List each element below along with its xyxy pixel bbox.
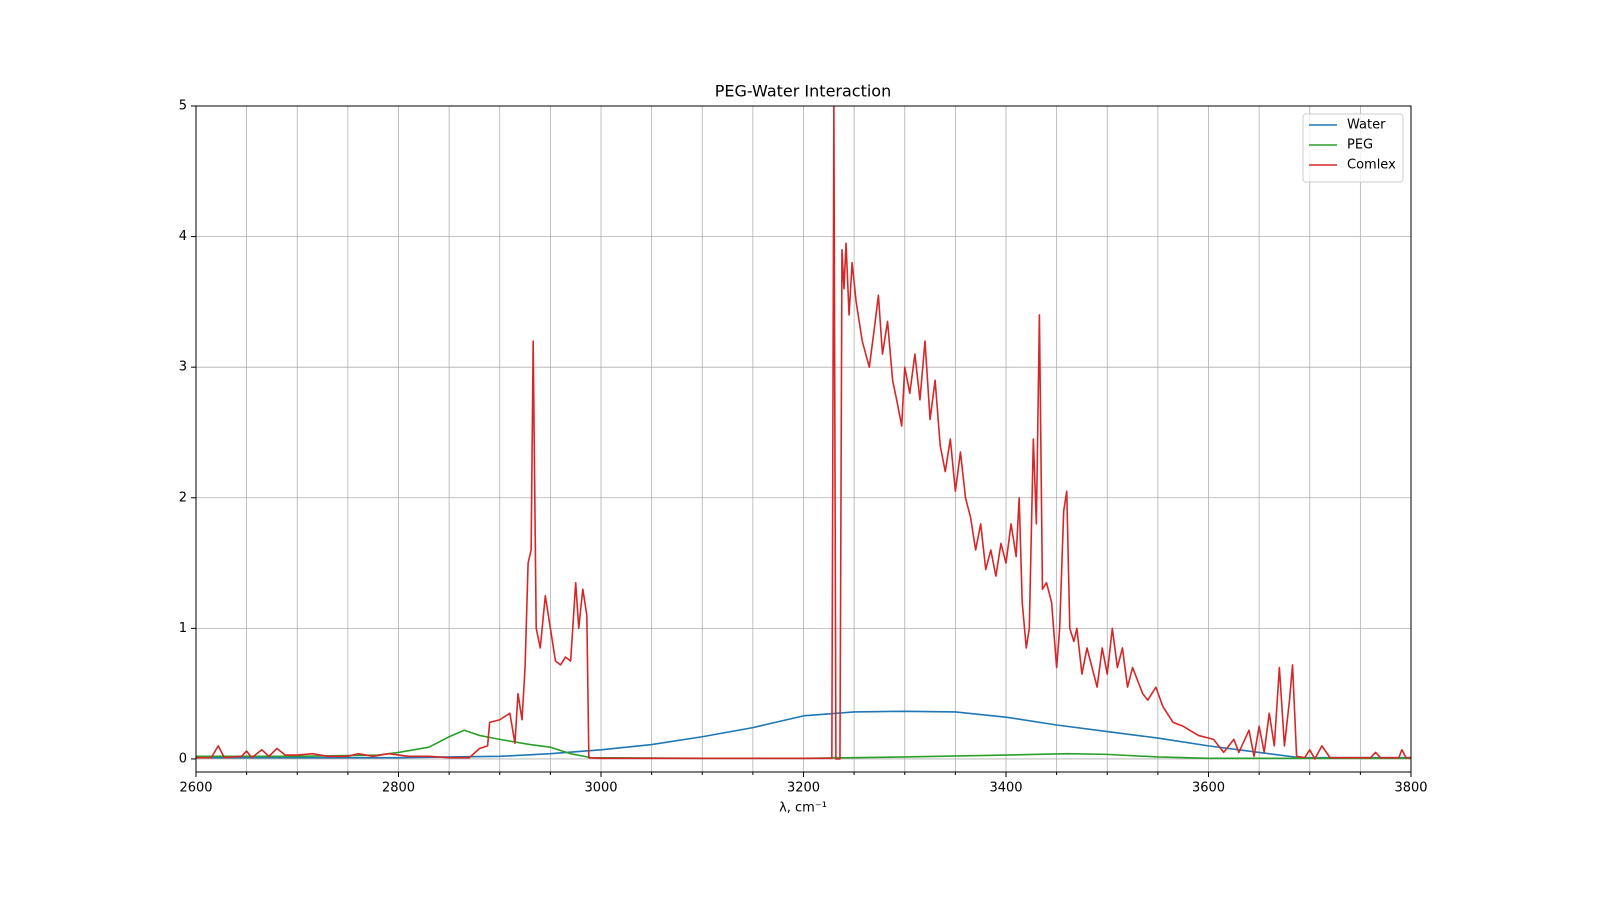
legend-label: Water [1347, 118, 1386, 133]
x-tick-label: 3400 [989, 781, 1022, 796]
x-tick-label: 3000 [584, 781, 617, 796]
series-line [196, 729, 1411, 760]
x-axis-label: λ, cm⁻¹ [779, 801, 827, 816]
x-tick-label: 2800 [382, 781, 415, 796]
y-tick-label: 4 [179, 229, 187, 244]
x-tick-label: 3800 [1394, 781, 1427, 796]
legend-label: PEG [1347, 138, 1373, 153]
legend-label: Comlex [1347, 158, 1396, 173]
x-tick-label: 2600 [179, 781, 212, 796]
plot-area [196, 106, 1411, 760]
series-line [196, 106, 1411, 760]
y-tick-label: 1 [179, 621, 187, 636]
chart-title: PEG-Water Interaction [715, 82, 891, 101]
y-tick-label: 2 [179, 490, 187, 505]
series-line [196, 710, 1411, 759]
y-tick-label: 3 [179, 360, 187, 375]
legend: Water PEG Comlex [1302, 113, 1404, 183]
y-tick-label: 0 [179, 751, 187, 766]
x-tick-label: 3600 [1192, 781, 1225, 796]
y-tick-label: 5 [179, 99, 187, 114]
x-tick-label: 3200 [787, 781, 820, 796]
